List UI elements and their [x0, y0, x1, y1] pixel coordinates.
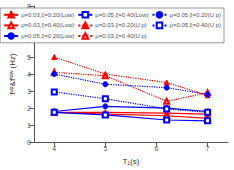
svg-text:μ=0.03,ξ=0.40(U p): μ=0.03,ξ=0.40(U p)	[95, 33, 147, 39]
svg-text:6: 6	[154, 145, 158, 152]
svg-text:1: 1	[27, 122, 31, 129]
svg-text:5: 5	[27, 54, 31, 61]
svg-text:μ=0.03,ξ=0.20(U p): μ=0.03,ξ=0.20(U p)	[95, 22, 147, 28]
svg-text:8: 8	[26, 2, 31, 10]
svg-text:μ=0.05,ξ=0.20(U p): μ=0.05,ξ=0.20(U p)	[169, 12, 221, 18]
svg-text:2: 2	[27, 105, 31, 112]
svg-text:μ=0.05,ξ=0.40(Low): μ=0.05,ξ=0.40(Low)	[95, 12, 148, 18]
svg-text:3: 3	[27, 88, 31, 95]
svg-text:μ=0.03,ξ=0.40(Low): μ=0.03,ξ=0.40(Low)	[21, 22, 74, 28]
svg-text:μ=0.03,ξ=0.20(Low): μ=0.03,ξ=0.20(Low)	[21, 12, 74, 18]
svg-text:4: 4	[27, 71, 31, 78]
svg-text:fᵘᵖ&fˡᵒʷ (Hz): fᵘᵖ&fˡᵒʷ (Hz)	[8, 53, 17, 95]
svg-text:T₁(s): T₁(s)	[122, 157, 139, 166]
svg-text:7: 7	[206, 145, 210, 152]
svg-text:4: 4	[52, 145, 56, 152]
svg-text:μ=0.05,ξ=0.20(Low): μ=0.05,ξ=0.20(Low)	[21, 33, 74, 39]
svg-text:μ=0.05,ξ=0.40(U p): μ=0.05,ξ=0.40(U p)	[169, 22, 221, 28]
svg-text:0: 0	[27, 139, 31, 146]
svg-text:5: 5	[103, 145, 107, 152]
